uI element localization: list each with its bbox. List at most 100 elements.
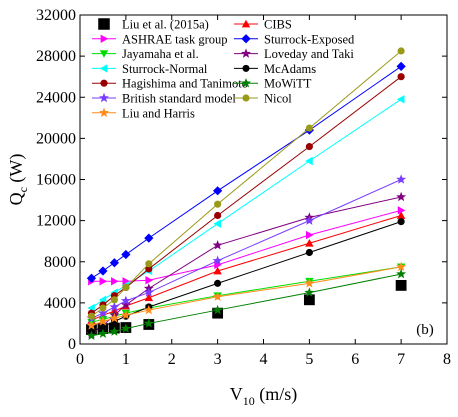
legend-label: CIBS <box>264 18 292 32</box>
y-axis-label-unit: (W) <box>6 154 27 187</box>
legend-item: British standard model <box>92 92 236 106</box>
data-point <box>212 304 223 315</box>
data-point <box>120 299 131 310</box>
data-point <box>144 293 154 302</box>
legend-label: British standard model <box>122 92 236 106</box>
legend-label: Sturrock-Exposed <box>264 32 355 46</box>
data-point <box>109 301 120 312</box>
data-point <box>214 200 222 208</box>
legend-item: Sturrock-Normal <box>92 62 208 76</box>
data-point <box>97 316 108 326</box>
data-point <box>99 304 107 312</box>
data-point <box>145 265 153 273</box>
x-tick-label: 4 <box>260 351 268 368</box>
data-point <box>397 73 405 81</box>
series-group <box>86 47 407 341</box>
data-point <box>395 279 407 291</box>
data-point <box>304 287 315 297</box>
data-point <box>214 279 222 287</box>
data-point <box>87 312 96 320</box>
x-tick-label: 3 <box>214 351 222 368</box>
data-point <box>109 326 120 336</box>
data-point <box>98 266 108 276</box>
legend-label: ASHRAE task group <box>122 32 228 46</box>
data-point <box>121 249 131 260</box>
y-axis-label-main: Q <box>6 192 26 205</box>
legend-marker <box>99 92 109 103</box>
y-tick-label: 16000 <box>36 172 76 189</box>
data-point <box>120 323 131 333</box>
x-tick-label: 7 <box>397 351 405 368</box>
data-point <box>396 261 407 272</box>
data-point <box>213 186 223 196</box>
y-tick-label: 0 <box>68 336 76 353</box>
legend-marker <box>100 79 108 87</box>
data-point <box>212 307 224 319</box>
data-point <box>212 255 223 265</box>
legend-item: MoWiTT <box>234 77 312 91</box>
legend-item: CIBS <box>234 18 292 32</box>
data-point <box>396 61 406 72</box>
series-mowitt <box>86 268 407 341</box>
legend-label: Liu and Harris <box>122 106 195 120</box>
data-point <box>396 191 407 202</box>
data-point <box>213 266 222 275</box>
data-point <box>305 248 313 257</box>
data-point <box>86 320 97 330</box>
data-point <box>396 95 405 104</box>
legend-marker <box>242 94 250 102</box>
data-point <box>306 230 314 240</box>
panel-label: (b) <box>416 322 434 338</box>
legend-marker <box>99 64 108 73</box>
data-point <box>305 156 313 166</box>
data-point <box>212 291 223 301</box>
data-point <box>143 318 154 328</box>
legend-label: McAdams <box>264 62 316 76</box>
data-point <box>86 273 97 283</box>
legend-item: Jayamaha et al. <box>92 47 199 61</box>
y-tick-label: 8000 <box>44 254 76 271</box>
legend-label: MoWiTT <box>264 77 312 91</box>
data-point <box>304 215 315 225</box>
legend-marker <box>241 34 251 44</box>
data-point <box>120 309 131 320</box>
legend-label: Hagishima and Tanimoto <box>122 77 248 91</box>
legend-item: Hagishima and Tanimoto <box>92 77 248 91</box>
legend-item: Liu and Harris <box>92 106 195 120</box>
data-point <box>122 283 130 292</box>
y-tick-label: 28000 <box>36 48 76 65</box>
data-point <box>305 239 314 247</box>
data-point <box>145 260 153 268</box>
x-axis-label: V10 (m/s) <box>230 384 298 408</box>
y-tick-label: 12000 <box>36 213 76 230</box>
data-point <box>214 211 222 220</box>
legend-marker <box>98 18 110 30</box>
y-axis-label-subscript: c <box>16 187 30 192</box>
legend-label: Sturrock-Normal <box>122 62 208 76</box>
data-point <box>86 330 97 341</box>
data-point <box>99 277 108 286</box>
axes-ticks: 0 1 2 3 4 5 6 7 8 0 4000 8000 12000 16000 20000 24000 28… <box>36 7 451 368</box>
data-point <box>97 307 108 318</box>
y-tick-label: 32000 <box>36 7 76 24</box>
data-point <box>213 219 221 228</box>
legend-label: Loveday and Taki <box>264 47 354 61</box>
data-point <box>212 240 223 250</box>
data-point <box>109 313 120 323</box>
legend-marker <box>241 77 251 88</box>
legend-item: Sturrock-Exposed <box>234 32 355 46</box>
y-axis-label: Qc (W) <box>6 154 30 206</box>
y-tick-label: 4000 <box>44 295 76 312</box>
data-point <box>111 277 119 286</box>
legend-item: Nicol <box>234 92 292 106</box>
legend-label: Jayamaha et al. <box>122 47 199 61</box>
legend-marker <box>241 48 251 58</box>
data-point <box>109 258 120 268</box>
data-point <box>143 287 154 297</box>
data-point <box>397 206 406 215</box>
legend: Liu et al. (2015a) CIBS ASHRAE task group S… <box>92 18 355 120</box>
legend-label: Nicol <box>264 92 292 106</box>
data-point <box>396 211 406 219</box>
